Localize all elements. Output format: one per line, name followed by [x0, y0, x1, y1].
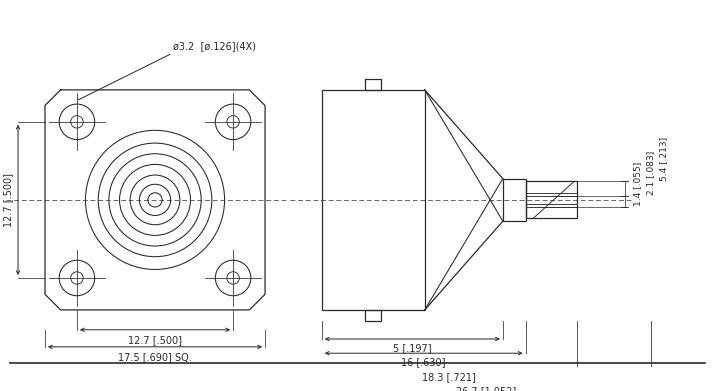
- Bar: [366, 79, 381, 90]
- Text: 12.7 [.500]: 12.7 [.500]: [128, 335, 182, 345]
- Text: 5 [.197]: 5 [.197]: [393, 343, 431, 353]
- Bar: [503, 179, 526, 221]
- Text: 5.4 [.213]: 5.4 [.213]: [659, 136, 668, 181]
- Text: 2.1 [.083]: 2.1 [.083]: [646, 151, 655, 195]
- Bar: [526, 181, 577, 218]
- Text: 18.3 [.721]: 18.3 [.721]: [423, 372, 476, 382]
- Text: 16 [.630]: 16 [.630]: [402, 357, 446, 368]
- Text: ø3.2  [ø.126](4X): ø3.2 [ø.126](4X): [173, 41, 256, 51]
- Text: 26.7 [1.052]: 26.7 [1.052]: [456, 386, 517, 391]
- Bar: [322, 90, 425, 310]
- Text: 1.4 [.055]: 1.4 [.055]: [634, 162, 642, 206]
- Bar: [366, 310, 381, 321]
- Text: 12.7 [.500]: 12.7 [.500]: [3, 173, 13, 227]
- Text: 17.5 [.690] SQ.: 17.5 [.690] SQ.: [118, 352, 192, 362]
